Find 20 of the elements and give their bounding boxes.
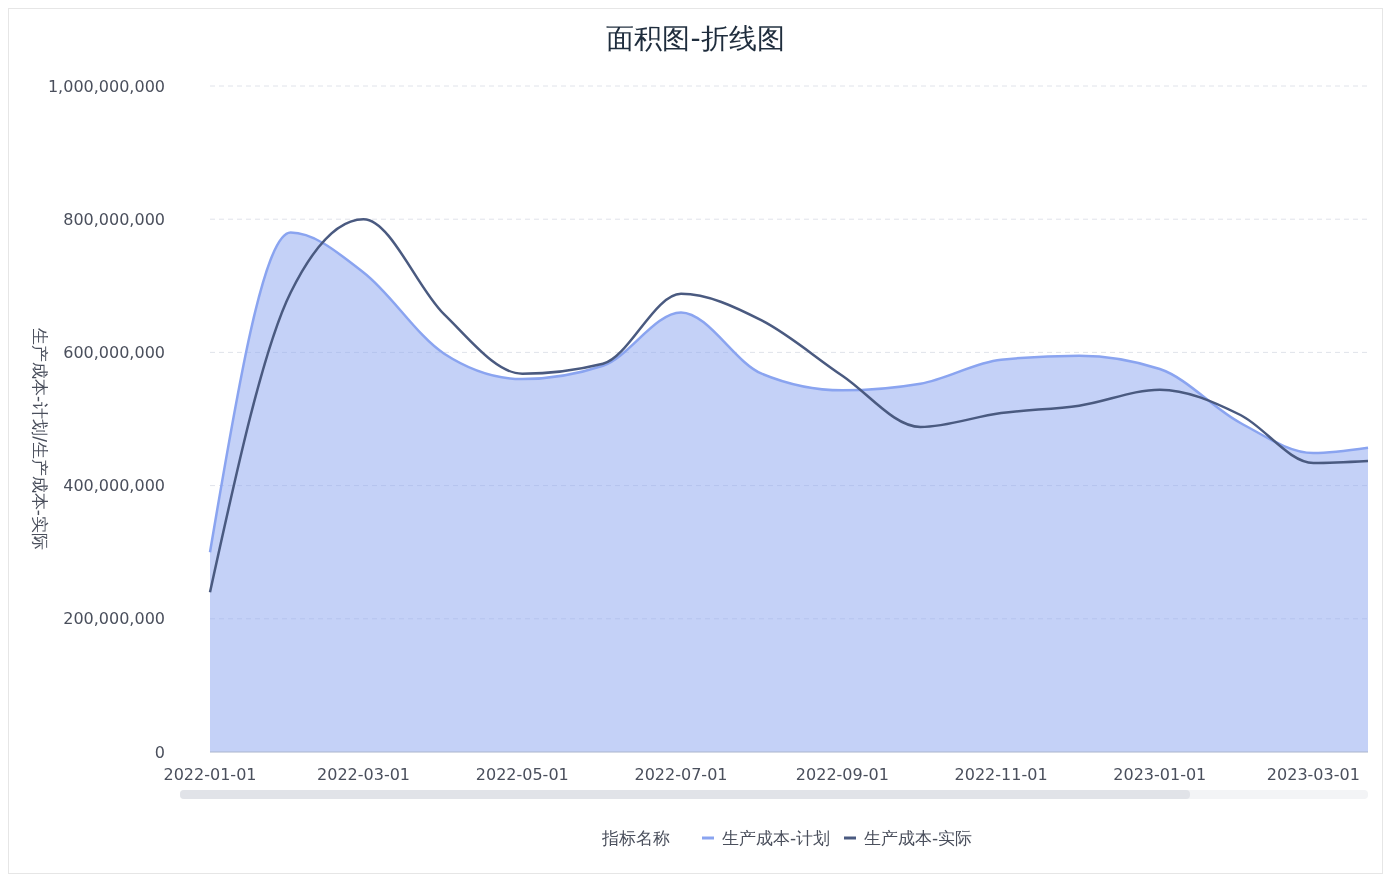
x-tick-label: 2022-05-01 [475,765,569,784]
x-tick-label: 2022-07-01 [634,765,728,784]
x-tick-label: 2022-09-01 [795,765,889,784]
legend-label: 生产成本-计划 [722,827,831,848]
y-tick-label: 600,000,000 [63,343,165,362]
chart-title: 面积图-折线图 [606,22,785,55]
y-tick-label: 1,000,000,000 [47,76,165,96]
legend-label: 生产成本-实际 [864,827,973,848]
x-tick-label: 2023-03-01 [1266,765,1360,784]
y-axis-title: 生产成本-计划/生产成本-实际 [30,328,50,550]
x-tick-label: 2022-03-01 [317,765,411,784]
line-series [208,217,1370,594]
legend-title: 指标名称 [601,827,670,848]
y-tick-label: 200,000,000 [63,609,165,629]
y-tick-label: 800,000,000 [63,209,165,229]
x-tick-label: 2022-11-01 [954,765,1048,784]
y-tick-label: 0 [154,742,165,762]
x-tick-label: 2023-01-01 [1113,765,1207,784]
x-tick-label: 2022-01-01 [163,765,257,784]
y-tick-label: 400,000,000 [63,476,165,496]
